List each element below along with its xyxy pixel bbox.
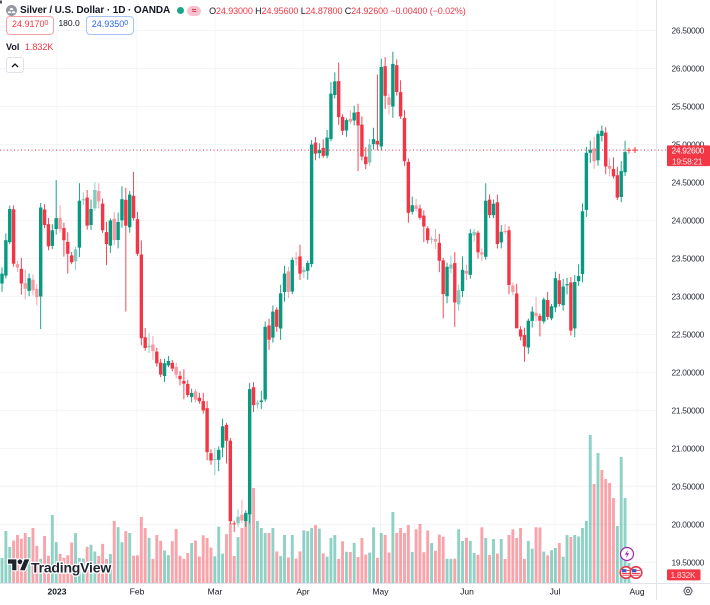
svg-text:26.00000: 26.00000: [672, 64, 705, 74]
svg-text:21.50000: 21.50000: [672, 405, 705, 415]
svg-text:Aug: Aug: [629, 587, 644, 597]
svg-text:TradingView: TradingView: [31, 560, 111, 576]
svg-text:20.50000: 20.50000: [672, 481, 705, 491]
svg-text:21.00000: 21.00000: [672, 443, 705, 453]
svg-text:25.00000: 25.00000: [672, 140, 705, 150]
svg-text:24.50000: 24.50000: [672, 177, 705, 187]
svg-text:2023: 2023: [48, 587, 67, 597]
svg-text:20.00000: 20.00000: [672, 519, 705, 529]
svg-text:Apr: Apr: [296, 587, 309, 597]
svg-text:23.50000: 23.50000: [672, 253, 705, 263]
svg-text:24.00000: 24.00000: [672, 215, 705, 225]
svg-text:May: May: [372, 587, 389, 597]
svg-text:Mar: Mar: [208, 587, 223, 597]
svg-text:Jun: Jun: [460, 587, 474, 597]
svg-text:22.00000: 22.00000: [672, 367, 705, 377]
svg-text:Jul: Jul: [550, 587, 561, 597]
svg-text:26.50000: 26.50000: [672, 26, 705, 36]
svg-text:25.50000: 25.50000: [672, 102, 705, 112]
svg-text:19:58:21: 19:58:21: [672, 156, 703, 166]
svg-text:1.832K: 1.832K: [671, 570, 696, 580]
svg-text:23.00000: 23.00000: [672, 291, 705, 301]
svg-text:Feb: Feb: [130, 587, 145, 597]
svg-text:24.92600: 24.92600: [672, 146, 705, 156]
svg-text:19.50000: 19.50000: [672, 557, 705, 567]
svg-text:22.50000: 22.50000: [672, 329, 705, 339]
